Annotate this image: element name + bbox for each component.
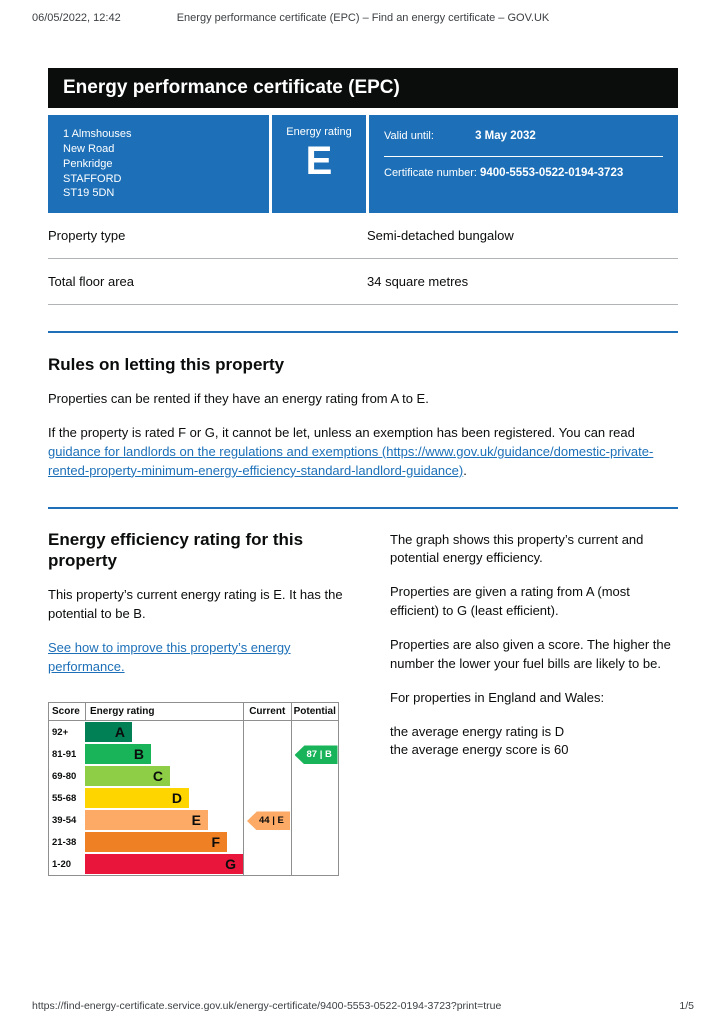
address-line: Penkridge: [63, 157, 113, 170]
print-url: https://find-energy-certificate.service.…: [32, 1000, 502, 1012]
epc-chart-header: Score Energy rating: [49, 703, 243, 722]
floor-area-value: 34 square metres: [367, 274, 469, 290]
floor-area-label: Total floor area: [48, 274, 134, 290]
valid-until-row: Valid until: 3 May 2032: [384, 127, 663, 157]
potential-rating-marker: 87 | B: [294, 745, 338, 765]
print-datetime: 06/05/2022, 12:42: [32, 12, 121, 24]
band-score: 81-91: [52, 748, 77, 760]
epc-chart-main: Score Energy rating 92+ A 81-91 B 69-80 …: [49, 703, 243, 875]
floor-area-row: Total floor area 34 square metres: [48, 259, 678, 306]
energy-rating-label: Energy rating: [286, 126, 352, 138]
address-line: STAFFORD: [63, 172, 122, 185]
property-address: 1 Almshouses New Road Penkridge STAFFORD…: [48, 115, 269, 214]
graph-explainer-para1: The graph shows this property’s current …: [390, 531, 644, 566]
section-break: [48, 331, 678, 334]
energy-rating-box: Energy rating E: [272, 115, 366, 214]
average-rating-line: the average energy rating is D: [390, 723, 565, 739]
section-break: [48, 506, 678, 509]
property-type-label: Property type: [48, 228, 126, 244]
certificate-number-value: 9400-5553-0522-0194-3723: [480, 167, 624, 179]
current-rating-column: Current 44 | E: [243, 703, 291, 876]
band-score: 1-20: [52, 858, 72, 870]
band-score: 55-68: [52, 792, 77, 804]
band-bar-c: C: [85, 766, 170, 787]
validity-box: Valid until: 3 May 2032 Certificate numb…: [369, 115, 678, 214]
graph-explainer-para3: Properties are also given a score. The h…: [390, 636, 671, 671]
band-score: 39-54: [52, 814, 77, 826]
address-line: New Road: [63, 142, 115, 155]
band-bar-b: B: [85, 744, 151, 765]
band-bar-g: G: [85, 854, 243, 875]
potential-column-header: Potential: [291, 703, 338, 722]
average-ratings-block: the average energy rating is D the avera…: [390, 723, 678, 761]
band-score: 92+: [52, 726, 69, 738]
band-bar-d: D: [85, 788, 189, 809]
band-bar-f: F: [85, 832, 227, 853]
graph-explainer-para2: Properties are given a rating from A (mo…: [390, 584, 630, 619]
address-line: ST19 5DN: [63, 187, 115, 200]
summary-panel: 1 Almshouses New Road Penkridge STAFFORD…: [48, 115, 678, 214]
current-rating-marker: 44 | E: [247, 811, 290, 831]
rating-column-header: Energy rating: [85, 703, 243, 721]
page-number: 1/5: [679, 1000, 694, 1012]
print-header: 06/05/2022, 12:42 Energy performance cer…: [32, 12, 694, 24]
band-bar-a: A: [85, 722, 132, 743]
efficiency-heading: Energy efficiency rating for this proper…: [48, 529, 304, 570]
band-bar-e: E: [85, 810, 208, 831]
band-score: 69-80: [52, 770, 77, 782]
page-title: Energy performance certificate (EPC): [48, 68, 678, 108]
certificate-content: Energy performance certificate (EPC) 1 A…: [48, 68, 678, 877]
epc-band-d: 55-68 D: [49, 787, 243, 809]
efficiency-section: Energy efficiency rating for this proper…: [48, 529, 678, 877]
efficiency-right-column: The graph shows this property’s current …: [390, 529, 678, 877]
band-score: 21-38: [52, 836, 77, 848]
average-score-line: the average energy score is 60: [390, 742, 569, 758]
score-column-header: Score: [52, 706, 80, 718]
print-page-title: Energy performance certificate (EPC) – F…: [176, 12, 550, 24]
efficiency-left-column: Energy efficiency rating for this proper…: [48, 529, 353, 877]
letting-para2-prefix: If the property is rated F or G, it cann…: [48, 425, 635, 441]
improve-link-para: See how to improve this property’s energ…: [48, 639, 353, 677]
letting-para2: If the property is rated F or G, it cann…: [48, 424, 678, 481]
efficiency-para1: This property’s current energy rating is…: [48, 587, 343, 621]
letting-para1: Properties can be rented if they have an…: [48, 391, 429, 407]
epc-band-a: 92+ A: [49, 721, 243, 743]
epc-band-c: 69-80 C: [49, 765, 243, 787]
epc-band-e: 39-54 E: [49, 809, 243, 831]
valid-until-label: Valid until:: [384, 130, 434, 142]
certificate-number-label: Certificate number:: [384, 167, 477, 179]
improve-performance-link[interactable]: See how to improve this property’s energ…: [48, 639, 291, 674]
letting-para2-suffix: .: [463, 462, 467, 478]
current-column-header: Current: [244, 703, 291, 722]
graph-explainer-para4: For properties in England and Wales:: [390, 689, 605, 705]
property-type-value: Semi-detached bungalow: [367, 228, 514, 244]
epc-band-f: 21-38 F: [49, 831, 243, 853]
epc-band-g: 1-20 G: [49, 853, 243, 875]
address-line: 1 Almshouses: [63, 128, 132, 140]
letting-heading: Rules on letting this property: [48, 355, 285, 375]
certificate-number-row: Certificate number: 9400-5553-0522-0194-…: [384, 167, 663, 179]
valid-until-date: 3 May 2032: [475, 130, 536, 142]
landlord-guidance-link[interactable]: guidance for landlords on the regulation…: [48, 443, 654, 478]
epc-band-b: 81-91 B: [49, 743, 243, 765]
energy-rating-value: E: [305, 139, 333, 183]
property-type-row: Property type Semi-detached bungalow: [48, 213, 678, 260]
print-footer: https://find-energy-certificate.service.…: [32, 1000, 694, 1012]
epc-rating-chart: Score Energy rating 92+ A 81-91 B 69-80 …: [48, 702, 339, 877]
potential-rating-column: Potential 87 | B: [290, 703, 338, 876]
